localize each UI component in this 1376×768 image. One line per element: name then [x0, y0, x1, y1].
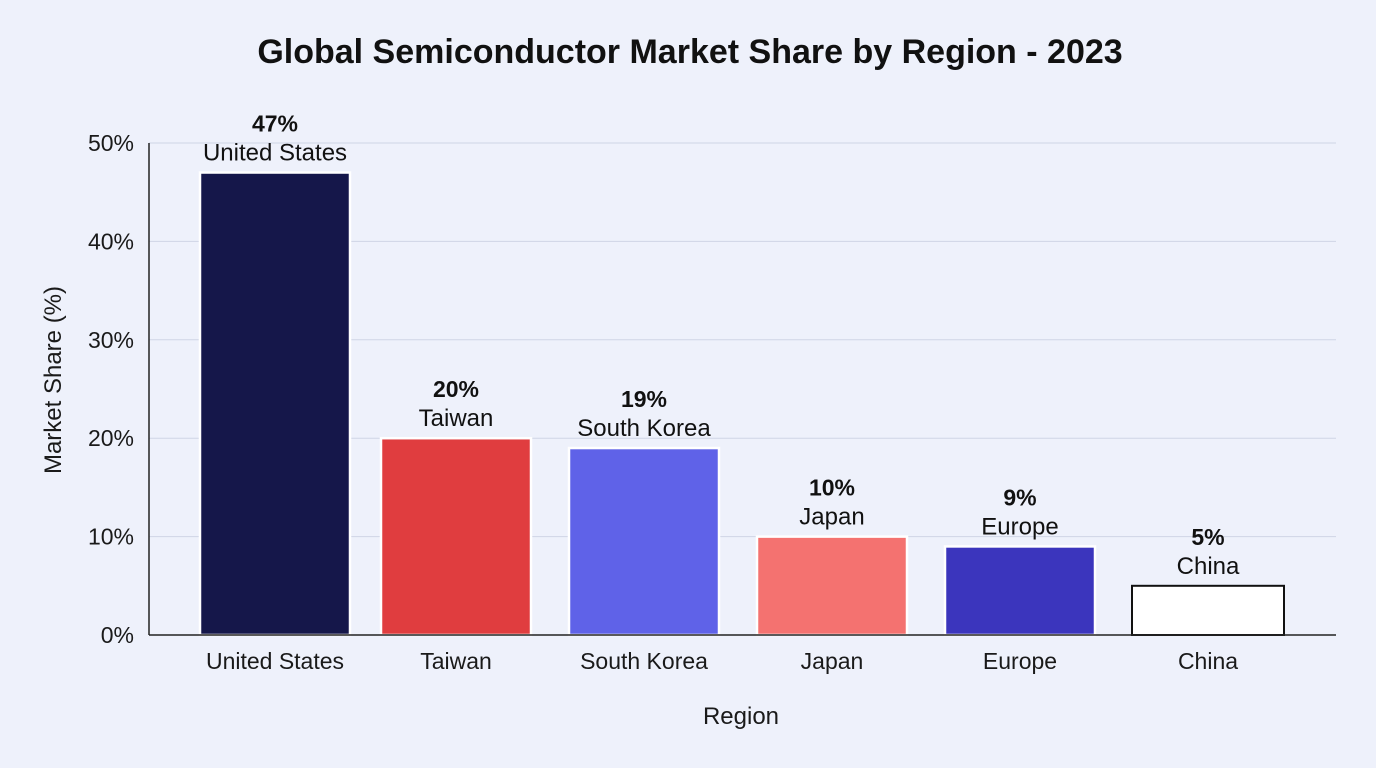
- value-label: 9%: [1003, 484, 1036, 510]
- bar-name-label: Japan: [799, 504, 864, 531]
- x-tick-label: Europe: [983, 648, 1057, 674]
- x-tick-label: South Korea: [580, 648, 708, 674]
- value-label: 47%: [252, 111, 298, 137]
- value-label: 19%: [621, 386, 667, 412]
- x-tick-label: China: [1178, 648, 1238, 674]
- x-tick-label: United States: [206, 648, 344, 674]
- x-axis-ticks: United States Taiwan South Korea Japan Europ…: [206, 648, 1238, 674]
- bar-name-label: Taiwan: [419, 405, 494, 432]
- x-tick-label: Taiwan: [420, 648, 492, 674]
- y-axis-label: Market Share (%): [40, 286, 67, 474]
- y-tick-label: 0%: [101, 622, 134, 648]
- bar-south-korea: [567, 446, 721, 637]
- y-tick-label: 50%: [88, 130, 134, 156]
- y-tick-label: 40%: [88, 228, 134, 254]
- data-labels: 47% United States 20% Taiwan 19% South Korea 1…: [203, 111, 1240, 580]
- value-label: 10%: [809, 475, 855, 501]
- y-tick-label: 30%: [88, 327, 134, 353]
- value-label: 5%: [1191, 524, 1224, 550]
- bar-name-label: United States: [203, 140, 347, 167]
- value-label: 20%: [433, 376, 479, 402]
- bar-taiwan: [379, 436, 533, 637]
- y-axis-ticks: 0% 10% 20% 30% 40% 50%: [88, 130, 134, 648]
- chart-title: Global Semiconductor Market Share by Reg…: [257, 33, 1122, 71]
- bar-china: [1131, 584, 1285, 636]
- bar-name-label: South Korea: [577, 415, 711, 442]
- bars: [198, 171, 1285, 637]
- y-tick-label: 20%: [88, 425, 134, 451]
- x-axis-label: Region: [703, 703, 779, 730]
- bar-name-label: China: [1177, 553, 1240, 580]
- bar-japan: [755, 535, 909, 637]
- bar-name-label: Europe: [981, 513, 1058, 540]
- bar-united-states: [198, 171, 352, 637]
- bar-europe: [943, 545, 1097, 637]
- x-tick-label: Japan: [801, 648, 864, 674]
- y-tick-label: 10%: [88, 524, 134, 550]
